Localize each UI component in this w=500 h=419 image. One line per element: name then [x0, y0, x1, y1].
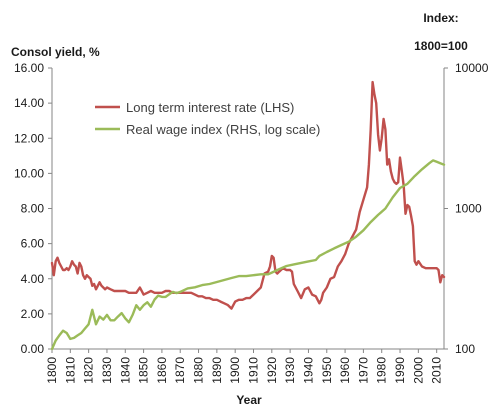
- x-tick-label: 1920: [265, 357, 279, 384]
- left-tick-label: 12.00: [14, 131, 44, 145]
- x-tick-label: 2010: [430, 357, 444, 384]
- right-tick-label: 1000: [455, 202, 482, 216]
- x-tick-label: 1870: [173, 357, 187, 384]
- left-tick-label: 8.00: [21, 202, 45, 216]
- series-line-real-wage: [50, 159, 446, 351]
- x-tick-label: 1800: [45, 357, 59, 384]
- left-tick-label: 2.00: [21, 307, 45, 321]
- legend: Long term interest rate (LHS) Real wage i…: [95, 100, 320, 137]
- left-tick-label: 10.00: [14, 166, 44, 180]
- x-tick-label: 1950: [320, 357, 334, 384]
- x-axis-ticks: 1800 1810 1820 1830 1840 1850 1860 1870 1880 1890…: [45, 349, 444, 384]
- left-tick-label: 14.00: [14, 96, 44, 110]
- x-axis-title: Year: [236, 393, 262, 407]
- left-tick-label: 16.00: [14, 61, 44, 75]
- series-line-interest-rate: [50, 80, 446, 310]
- x-tick-label: 1940: [301, 357, 315, 384]
- x-tick-label: 1810: [63, 357, 77, 384]
- x-tick-label: 2000: [411, 357, 425, 384]
- series-layer: [50, 80, 446, 351]
- x-tick-label: 1960: [338, 357, 352, 384]
- x-tick-label: 1860: [155, 357, 169, 384]
- right-axis-ticks: 100 1000 10000: [444, 61, 489, 356]
- right-tick-label: 10000: [455, 61, 489, 75]
- x-tick-label: 1820: [82, 357, 96, 384]
- left-tick-label: 6.00: [21, 237, 45, 251]
- x-tick-label: 1970: [356, 357, 370, 384]
- left-axis-ticks: 0.00 2.00 4.00 6.00 8.00 10.00 12.00 14.00 16.00: [14, 61, 52, 356]
- left-tick-label: 0.00: [21, 342, 45, 356]
- left-axis-title: Consol yield, %: [11, 45, 100, 59]
- x-tick-label: 1880: [192, 357, 206, 384]
- left-tick-label: 4.00: [21, 272, 45, 286]
- right-tick-label: 100: [455, 342, 475, 356]
- x-tick-label: 1990: [393, 357, 407, 384]
- x-tick-label: 1850: [137, 357, 151, 384]
- x-tick-label: 1830: [100, 357, 114, 384]
- legend-label: Real wage index (RHS, log scale): [126, 122, 320, 137]
- x-tick-label: 1910: [246, 357, 260, 384]
- x-tick-label: 1840: [118, 357, 132, 384]
- right-axis-title-line2: 1800=100: [414, 39, 468, 53]
- right-axis-title-line1: Index:: [423, 11, 458, 25]
- legend-label: Long term interest rate (LHS): [126, 100, 294, 115]
- x-tick-label: 1980: [375, 357, 389, 384]
- x-tick-label: 1900: [228, 357, 242, 384]
- x-tick-label: 1930: [283, 357, 297, 384]
- x-tick-label: 1890: [210, 357, 224, 384]
